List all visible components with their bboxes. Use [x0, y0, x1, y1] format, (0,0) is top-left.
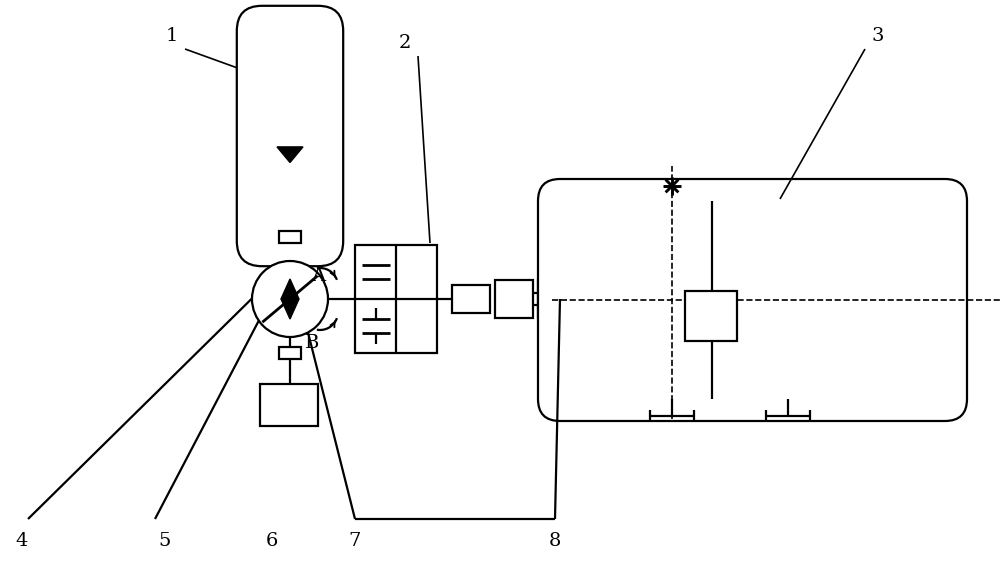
FancyBboxPatch shape — [237, 6, 343, 266]
Bar — [355, 245, 437, 353]
Bar — [685, 291, 737, 341]
Bar — [452, 285, 490, 313]
Bar — [279, 231, 301, 243]
Bar — [260, 384, 318, 426]
Text: A: A — [311, 267, 325, 285]
Text: 8: 8 — [549, 532, 561, 550]
Text: 7: 7 — [349, 532, 361, 550]
Text: 5: 5 — [159, 532, 171, 550]
Bar — [279, 347, 301, 359]
Polygon shape — [281, 299, 299, 319]
Text: B: B — [305, 334, 319, 352]
Text: 1: 1 — [166, 27, 178, 45]
FancyBboxPatch shape — [538, 179, 967, 421]
Polygon shape — [277, 147, 303, 163]
Text: 2: 2 — [399, 34, 411, 52]
Text: 3: 3 — [872, 27, 884, 45]
Circle shape — [252, 261, 328, 337]
Bar — [495, 280, 533, 318]
Text: 4: 4 — [16, 532, 28, 550]
Text: 6: 6 — [266, 532, 278, 550]
Polygon shape — [281, 279, 299, 299]
